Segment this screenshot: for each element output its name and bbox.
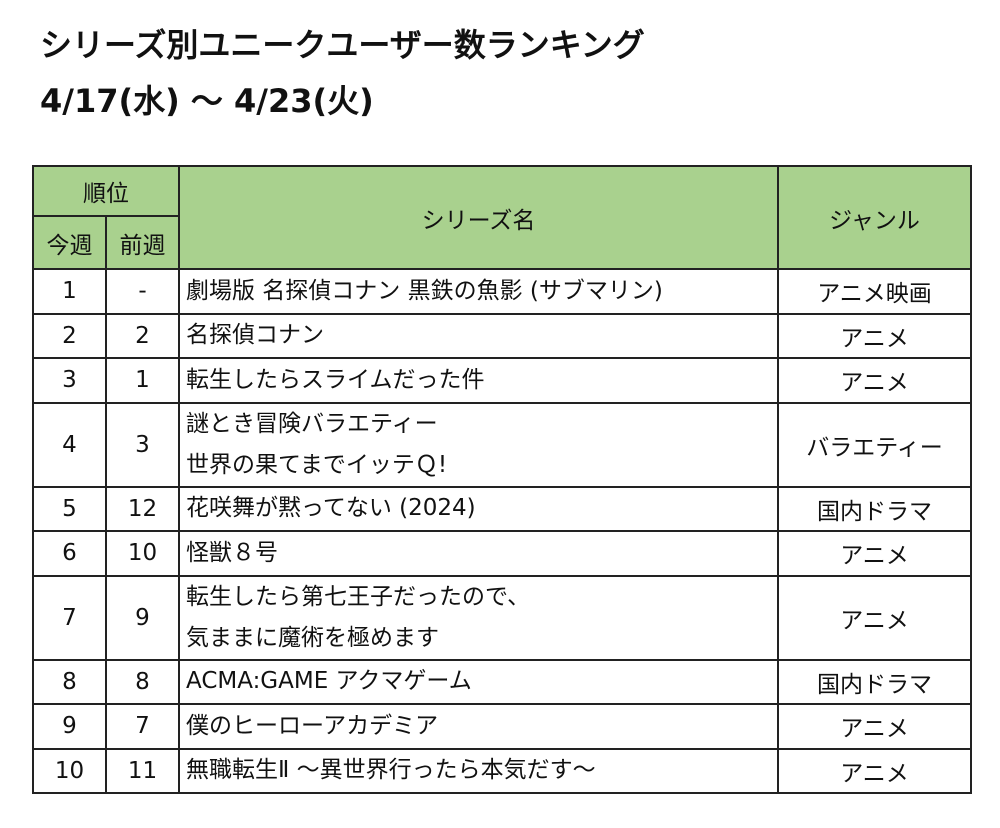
last-week: - <box>105 268 180 315</box>
this-week: 1 <box>32 268 107 315</box>
series: 転生したら第七王子だったので、 気ままに魔術を極めます <box>178 574 779 661</box>
last-week: 12 <box>105 485 180 532</box>
last-week: 10 <box>105 530 180 577</box>
last-week-header: 前週 <box>105 215 180 270</box>
genre: アニメ <box>777 357 972 404</box>
series: 僕のヒーローアカデミア <box>178 703 779 750</box>
table-body: 1- 劇場版 名探偵コナン 黒鉄の魚影 (サブマリン) アニメ映画 2 2 名探偵コナンア… <box>32 268 972 794</box>
genre: アニメ <box>777 747 972 794</box>
genre: アニメ映画 <box>777 268 972 315</box>
this-week: 7 <box>32 574 107 661</box>
title: シリーズ別ユニークユーザー数ランキング <box>40 26 645 64</box>
series: ACMA:GAME アクマゲーム <box>178 658 779 705</box>
last-week: 1 <box>105 357 180 404</box>
row: 3 1 転生したらスライムだった件 アニメ <box>32 357 972 404</box>
series-line: 僕のヒーローアカデミア <box>186 712 439 739</box>
genre: アニメ <box>777 574 972 661</box>
series: 転生したらスライムだった件 <box>178 357 779 404</box>
this-week-header: 今週 <box>32 215 107 270</box>
row: 10 11 無職転生Ⅱ ～異世界行ったら本気だす～ アニメ <box>32 747 972 794</box>
last-week: 11 <box>105 747 180 794</box>
this-week: 5 <box>32 485 107 532</box>
row: 7 9 転生したら第七王子だったので、 気ままに魔術を極めます アニメ <box>32 574 972 661</box>
genre: 国内ドラマ <box>777 485 972 532</box>
this-week: 8 <box>32 658 107 705</box>
series-line: 無職転生Ⅱ ～異世界行ったら本気だす～ <box>186 757 596 784</box>
series: 花咲舞が黙ってない (2024) <box>178 485 779 532</box>
row: 2 2 名探偵コナン アニメ <box>32 312 972 359</box>
series: 劇場版 名探偵コナン 黒鉄の魚影 (サブマリン) <box>178 268 779 315</box>
row: 9 7 僕のヒーローアカデミア アニメ <box>32 703 972 750</box>
row: 8 8 ACMA:GAME アクマゲーム 国内ドラマ <box>32 658 972 705</box>
row: 6 10 怪獣８号 アニメ <box>32 530 972 577</box>
this-week: 2 <box>32 312 107 359</box>
series-line: 世界の果てまでイッテＱ! <box>186 451 448 478</box>
rank-header: 順位 <box>32 165 180 217</box>
last-week: 9 <box>105 574 180 661</box>
series-line: 怪獣８号 <box>186 539 278 566</box>
last-week: 3 <box>105 401 180 488</box>
series-line: 花咲舞が黙ってない (2024) <box>186 495 476 522</box>
series-line: 劇場版 名探偵コナン 黒鉄の魚影 (サブマリン) <box>186 277 663 304</box>
series-line: 転生したらスライムだった件 <box>186 366 485 393</box>
period: 4/17(水) ～ 4/23(火) <box>40 82 374 120</box>
series-line: 転生したら第七王子だったので、 <box>186 583 531 610</box>
genre-header: ジャンル <box>777 165 972 270</box>
series-line: 気ままに魔術を極めます <box>186 624 439 651</box>
last-week: 7 <box>105 703 180 750</box>
series: 怪獣８号 <box>178 530 779 577</box>
this-week: 4 <box>32 401 107 488</box>
genre: アニメ <box>777 530 972 577</box>
last-week: 2 <box>105 312 180 359</box>
genre: アニメ <box>777 312 972 359</box>
this-week: 10 <box>32 747 107 794</box>
series-line: 謎とき冒険バラエティー <box>186 410 438 437</box>
ranking-table: 順位 シリーズ名 ジャンル 今週 前週 1- 劇場版 名探偵コナン 黒鉄の魚影 (… <box>32 165 972 794</box>
genre: 国内ドラマ <box>777 658 972 705</box>
series-line: ACMA:GAME アクマゲーム <box>186 668 472 695</box>
last-week: 8 <box>105 658 180 705</box>
series: 無職転生Ⅱ ～異世界行ったら本気だす～ <box>178 747 779 794</box>
genre: アニメ <box>777 703 972 750</box>
series: 名探偵コナン <box>178 312 779 359</box>
series-header: シリーズ名 <box>178 165 779 270</box>
series: 謎とき冒険バラエティー 世界の果てまでイッテＱ! <box>178 401 779 488</box>
this-week: 3 <box>32 357 107 404</box>
this-week: 6 <box>32 530 107 577</box>
this-week: 9 <box>32 703 107 750</box>
row: 4 3 謎とき冒険バラエティー 世界の果てまでイッテＱ! バラエティー <box>32 401 972 488</box>
row: 1- 劇場版 名探偵コナン 黒鉄の魚影 (サブマリン) アニメ映画 <box>32 268 972 315</box>
genre: バラエティー <box>777 401 972 488</box>
series-line: 名探偵コナン <box>186 322 324 349</box>
row: 5 12 花咲舞が黙ってない (2024) 国内ドラマ <box>32 485 972 532</box>
